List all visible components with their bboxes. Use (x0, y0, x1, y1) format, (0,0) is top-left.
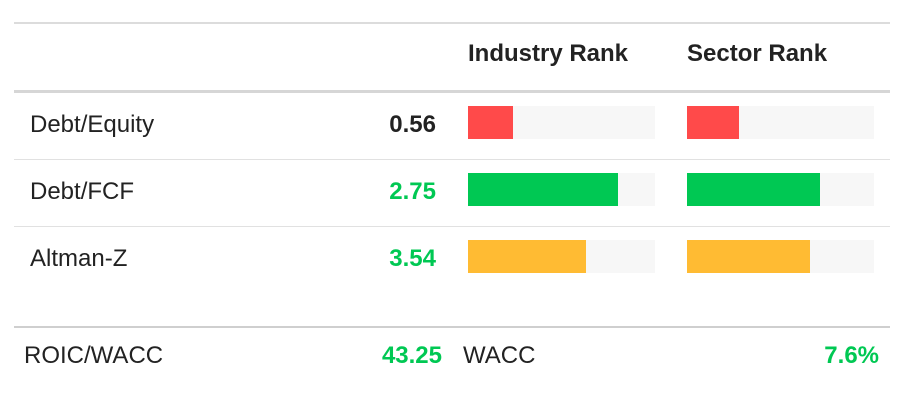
footer-divider (14, 326, 890, 328)
sector-rank-header: Sector Rank (687, 40, 828, 67)
row-divider (14, 226, 890, 227)
sector-rank-bar-fill (687, 173, 820, 206)
industry-rank-bar (468, 106, 655, 139)
wacc-label: WACC (463, 342, 536, 369)
sector-rank-bar (687, 106, 874, 139)
row-divider (14, 159, 890, 160)
top-divider (14, 22, 890, 24)
sector-rank-bar-fill (687, 240, 811, 273)
sector-rank-bar (687, 240, 874, 273)
metric-label: Debt/Equity (30, 111, 155, 138)
roic-wacc-value: 43.25 (381, 342, 442, 369)
industry-rank-bar-fill (468, 173, 618, 206)
metric-row: Debt/Equity 0.56 (14, 93, 890, 159)
sector-rank-bar (687, 173, 874, 206)
roic-wacc-label: ROIC/WACC (24, 342, 164, 369)
metric-row: Debt/FCF 2.75 (14, 160, 890, 226)
metric-label: Altman-Z (30, 245, 128, 272)
header-divider (14, 90, 890, 93)
sector-rank-bar-fill (687, 106, 740, 139)
wacc-value: 7.6% (824, 342, 879, 369)
industry-rank-bar (468, 240, 655, 273)
industry-rank-header: Industry Rank (468, 40, 629, 67)
industry-rank-bar (468, 173, 655, 206)
industry-rank-bar-fill (468, 240, 586, 273)
metric-label: Debt/FCF (30, 178, 135, 205)
industry-rank-bar-fill (468, 106, 513, 139)
metric-value: 2.75 (389, 178, 436, 205)
metric-value: 0.56 (389, 111, 436, 138)
metric-value: 3.54 (389, 245, 436, 272)
metric-row: Altman-Z 3.54 (14, 227, 890, 293)
